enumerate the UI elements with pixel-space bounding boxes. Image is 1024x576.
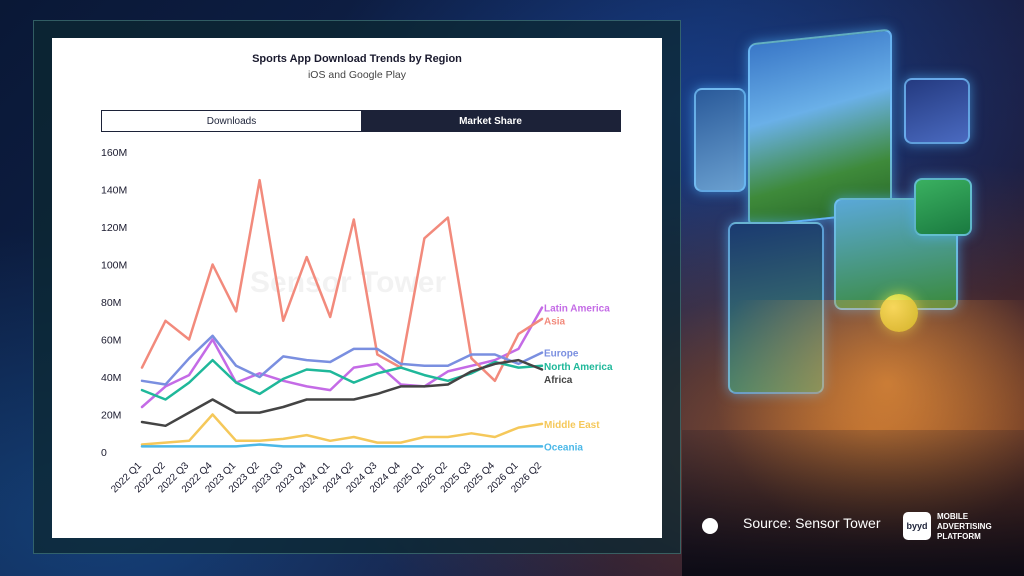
series-line-europe [140,334,544,386]
series-line-middle-east [140,413,544,446]
y-tick-label: 80M [101,297,121,309]
y-tick-label: 0 [101,447,107,459]
series-label-europe: Europe [544,349,579,360]
source-bullet-icon [702,518,718,534]
view-tabs: Downloads Market Share [101,110,621,132]
sports-illustration [682,0,1024,576]
app-icon-panel [914,178,972,236]
heart-panel [904,78,970,144]
chart-card: Sports App Download Trends by Region iOS… [52,38,662,538]
series-label-latin-america: Latin America [544,304,610,315]
y-tick-label: 120M [101,222,127,234]
platform-tagline: MOBILE ADVERTISING PLATFORM [937,512,1017,542]
series-label-asia: Asia [544,317,566,328]
series-label-north-america: North America [544,362,613,373]
series-label-middle-east: Middle East [544,420,600,431]
y-tick-label: 140M [101,185,127,197]
y-tick-label: 20M [101,410,121,422]
series-label-oceania: Oceania [544,442,583,453]
y-tick-label: 60M [101,335,121,347]
basketball-panel [694,88,746,192]
series-line-africa [140,358,544,428]
byyd-logo: byyd [903,512,931,540]
tagline-line-3: PLATFORM [937,532,981,541]
y-tick-label: 40M [101,372,121,384]
tagline-line-1: MOBILE [937,512,969,521]
chart-subtitle: iOS and Google Play [307,69,407,81]
series-line-asia [140,178,544,383]
y-tick-label: 100M [101,260,127,272]
tagline-line-2: ADVERTISING [937,522,992,531]
series-label-africa: Africa [544,375,573,386]
source-label: Source: Sensor Tower [743,515,881,531]
tab-downloads[interactable]: Downloads [102,111,361,131]
y-tick-label: 160M [101,147,127,159]
series-line-latin-america [140,306,544,409]
crowd-silhouette [682,430,1024,576]
series-line-oceania [140,443,544,448]
tab-market-share[interactable]: Market Share [361,111,620,131]
chart-title: Sports App Download Trends by Region [252,53,462,65]
